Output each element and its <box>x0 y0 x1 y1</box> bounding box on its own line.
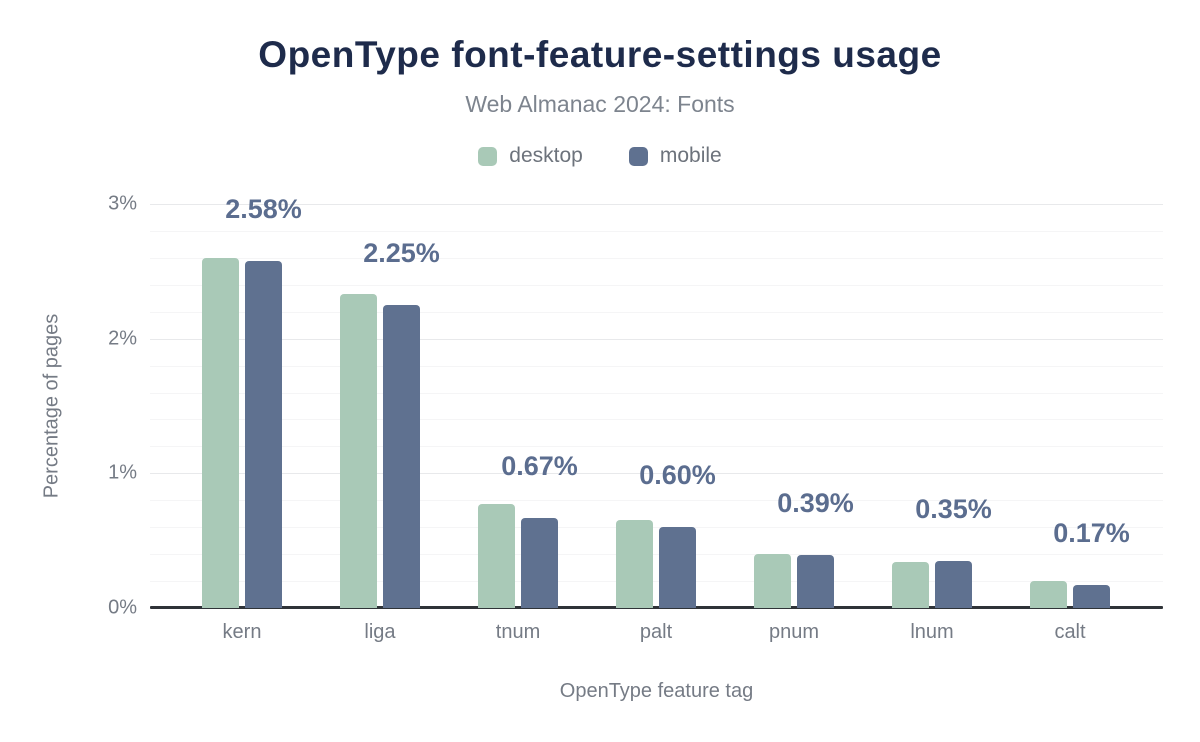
x-tick-label-lnum: lnum <box>910 621 954 643</box>
bar-desktop-liga[interactable] <box>340 294 377 608</box>
legend-item-mobile[interactable]: mobile <box>628 144 722 168</box>
bar-mobile-lnum[interactable] <box>935 560 972 608</box>
gridline-minor <box>150 500 1163 502</box>
gridline-minor <box>150 419 1163 421</box>
gridline-minor <box>150 311 1163 313</box>
bar-value-label: 0.39% <box>777 488 854 519</box>
bar-value-label: 2.58% <box>225 193 302 224</box>
chart-title: OpenType font-feature-settings usage <box>258 34 942 75</box>
gridline-minor <box>150 284 1163 286</box>
chart-legend: desktop mobile <box>0 144 1200 168</box>
bar-mobile-pnum[interactable] <box>797 555 834 608</box>
bar-value-label: 0.67% <box>501 450 578 481</box>
x-tick-label-palt: palt <box>639 621 673 643</box>
gridline-minor <box>150 554 1163 556</box>
gridline-major <box>150 473 1163 475</box>
legend-swatch-mobile <box>628 146 648 166</box>
x-tick-label-calt: calt <box>1054 621 1086 643</box>
x-tick-label-kern: kern <box>222 621 262 643</box>
gridline-minor <box>150 365 1163 367</box>
bar-desktop-palt[interactable] <box>616 520 653 608</box>
bar-desktop-tnum[interactable] <box>478 504 515 608</box>
plot-area: 2.58% kern 2.25% liga 0.67% tnum 0.60% palt 0.39… <box>150 195 1163 643</box>
y-tick-label: 0% <box>108 596 137 619</box>
bar-desktop-kern[interactable] <box>202 257 239 608</box>
x-axis-line <box>150 606 1163 609</box>
legend-label-mobile: mobile <box>659 144 722 167</box>
bar-mobile-palt[interactable] <box>659 527 696 608</box>
bar-desktop-pnum[interactable] <box>754 554 791 608</box>
chart-subtitle: Web Almanac 2024: Fonts <box>465 91 735 117</box>
bar-mobile-kern[interactable] <box>245 260 282 608</box>
gridline-minor <box>150 392 1163 394</box>
bar-mobile-liga[interactable] <box>383 305 420 608</box>
y-tick-label: 3% <box>108 192 137 215</box>
bar-value-label: 2.25% <box>363 238 440 268</box>
bar-mobile-tnum[interactable] <box>521 517 558 608</box>
gridline-minor <box>150 446 1163 448</box>
gridline-minor <box>150 230 1163 232</box>
bar-value-label: 0.60% <box>639 460 716 491</box>
x-tick-label-pnum: pnum <box>768 621 820 643</box>
bar-desktop-calt[interactable] <box>1030 581 1067 608</box>
gridline-major <box>150 338 1163 340</box>
bar-value-label: 0.35% <box>915 493 992 524</box>
x-tick-label-tnum: tnum <box>495 621 541 643</box>
y-tick-label: 1% <box>108 461 137 484</box>
x-axis-title: OpenType feature tag <box>559 680 754 702</box>
legend-item-desktop[interactable]: desktop <box>478 144 583 168</box>
y-tick-label: 2% <box>108 327 137 350</box>
legend-swatch-desktop <box>478 146 498 166</box>
bar-mobile-calt[interactable] <box>1073 585 1110 608</box>
bar-desktop-lnum[interactable] <box>892 562 929 608</box>
x-tick-label-liga: liga <box>364 621 396 643</box>
legend-label-desktop: desktop <box>509 144 583 167</box>
gridline-minor <box>150 581 1163 583</box>
bar-value-label: 0.17% <box>1053 518 1130 549</box>
gridline-minor <box>150 527 1163 529</box>
gridline-major <box>150 204 1163 205</box>
gridline-minor <box>150 257 1163 259</box>
